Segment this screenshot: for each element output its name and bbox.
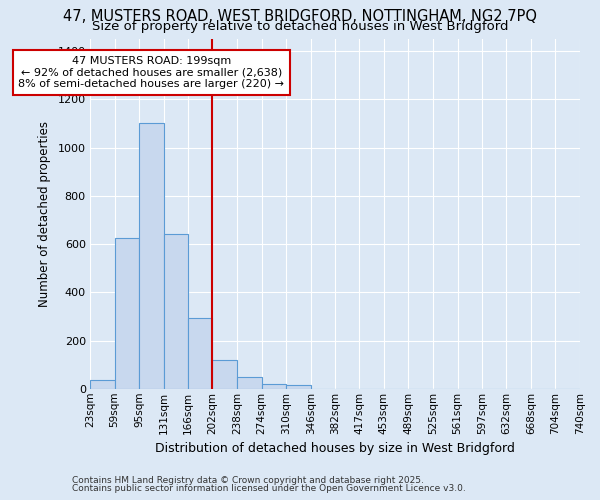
Bar [139,124,164,389]
Text: Size of property relative to detached houses in West Bridgford: Size of property relative to detached ho… [92,20,508,33]
Bar [262,384,286,389]
Y-axis label: Number of detached properties: Number of detached properties [38,121,51,307]
Text: Contains public sector information licensed under the Open Government Licence v3: Contains public sector information licen… [72,484,466,493]
Text: Contains HM Land Registry data © Crown copyright and database right 2025.: Contains HM Land Registry data © Crown c… [72,476,424,485]
Bar [212,360,237,389]
Bar [115,238,139,389]
Text: 47, MUSTERS ROAD, WEST BRIDGFORD, NOTTINGHAM, NG2 7PQ: 47, MUSTERS ROAD, WEST BRIDGFORD, NOTTIN… [63,9,537,24]
Bar [90,380,115,389]
Bar [237,376,262,389]
Bar [188,318,212,389]
Bar [164,234,188,389]
X-axis label: Distribution of detached houses by size in West Bridgford: Distribution of detached houses by size … [155,442,515,455]
Text: 47 MUSTERS ROAD: 199sqm
← 92% of detached houses are smaller (2,638)
8% of semi-: 47 MUSTERS ROAD: 199sqm ← 92% of detache… [18,56,284,89]
Bar [286,385,311,389]
